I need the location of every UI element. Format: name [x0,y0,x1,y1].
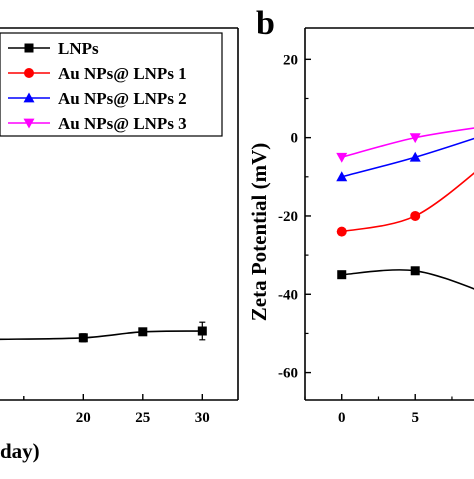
data-point [410,266,420,276]
data-point [336,152,348,163]
panel-b-y-ticks: 20 0 -20 -40 -60 [278,52,311,382]
panel-b-series [336,127,474,290]
data-point [409,133,421,144]
y-tick-label: -60 [278,366,298,382]
y-tick-label: -20 [278,209,298,225]
panel-a-legend: LNPs Au NPs@ LNPs 1 Au NPs@ LNPs 2 Au NPs@ … [0,32,223,137]
legend-marker [23,92,35,103]
legend-frame [0,32,223,137]
x-tick-label: 25 [135,410,150,426]
series-line-au-nps-lnps-2 [341,137,474,178]
data-point [336,226,347,237]
data-point [409,151,421,162]
panel-a-x-ticks: 20 25 30 [23,394,210,426]
panel-a-chart: 20 25 30 day) LNPs Au NPs@ LNPs 1 Au NPs@ LN… [0,27,239,463]
panel-b-y-axis-title: Zeta Potential (mV) [247,143,271,321]
legend-marker [24,68,34,78]
series-line-au-nps-lnps-3 [341,127,474,158]
data-point [197,326,207,336]
data-point [138,327,148,337]
x-tick-label: 0 [338,410,346,426]
data-point [78,333,88,343]
y-tick-label: 0 [291,131,299,147]
legend-items: LNPs Au NPs@ LNPs 1 Au NPs@ LNPs 2 Au NPs@ … [8,39,187,133]
x-tick-label: 5 [411,410,419,426]
panel-a-series [0,321,207,343]
legend-label: LNPs [58,39,99,58]
series-line-lnps [341,269,474,290]
x-tick-label: 20 [76,410,91,426]
data-point [336,171,348,182]
y-tick-label: -40 [278,287,298,303]
legend-label: Au NPs@ LNPs 3 [58,114,187,133]
x-tick-label: 30 [195,410,210,426]
data-point [337,270,347,280]
legend-marker [24,43,34,53]
y-tick-label: 20 [283,52,298,68]
panel-a-x-axis-title: day) [0,439,40,463]
legend-marker [23,118,35,129]
panel-b-letter: b [256,5,275,42]
data-point [410,210,421,221]
legend-label: Au NPs@ LNPs 2 [58,89,187,108]
legend-label: Au NPs@ LNPs 1 [58,64,187,83]
series-line-lnps [0,330,203,341]
